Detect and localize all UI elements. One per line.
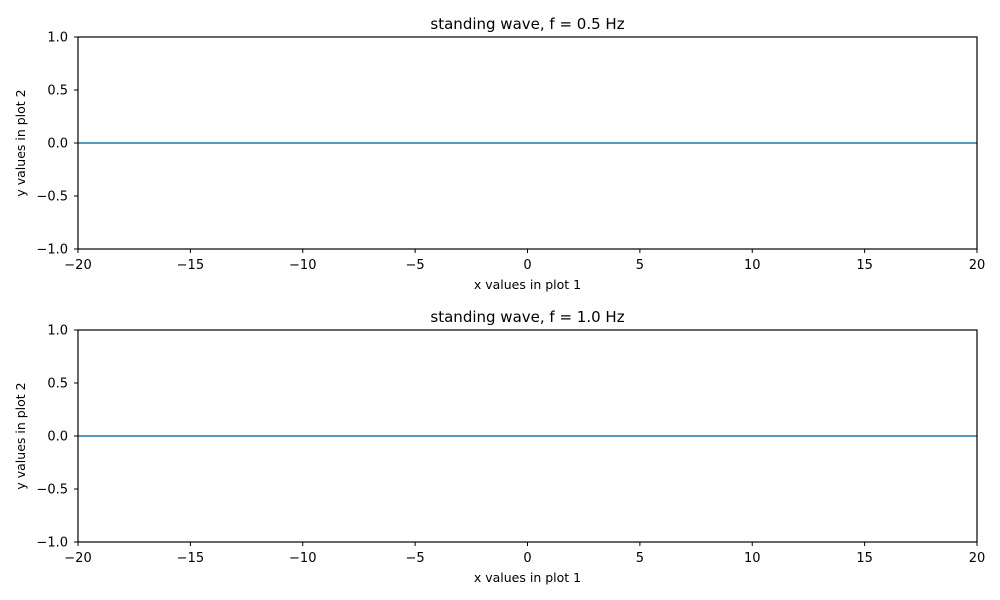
x-tick-label: −20: [64, 258, 91, 273]
y-tick-label: −1.0: [36, 536, 68, 551]
y-tick-label: 0.0: [47, 137, 68, 152]
y-tick-label: 0.5: [47, 377, 68, 392]
x-tick-label: −15: [177, 551, 204, 566]
x-tick-label: 15: [856, 258, 873, 273]
x-tick-label: −20: [64, 551, 91, 566]
x-tick-label: −10: [289, 551, 316, 566]
x-tick-label: 15: [856, 551, 873, 566]
x-tick-label: 0: [523, 258, 531, 273]
chart-title: standing wave, f = 1.0 Hz: [430, 308, 624, 326]
x-tick-label: 10: [744, 258, 761, 273]
x-axis-label: x values in plot 1: [474, 277, 581, 292]
x-tick-label: 20: [969, 551, 986, 566]
x-tick-label: 5: [636, 551, 644, 566]
x-tick-label: 10: [744, 551, 761, 566]
y-tick-label: 0.5: [47, 84, 68, 99]
x-tick-label: 20: [969, 258, 986, 273]
y-tick-label: 0.0: [47, 430, 68, 445]
y-tick-label: −0.5: [36, 483, 68, 498]
y-axis-label: y values in plot 2: [13, 382, 28, 489]
y-axis-label: y values in plot 2: [13, 89, 28, 196]
x-axis-label: x values in plot 1: [474, 570, 581, 585]
x-tick-label: −5: [406, 258, 425, 273]
y-tick-label: −1.0: [36, 243, 68, 258]
subplot-2: standing wave, f = 1.0 Hz −20 −15 −10 −5 0 5 10…: [13, 308, 985, 585]
y-tick-label: 1.0: [47, 324, 68, 339]
y-tick-label: −0.5: [36, 190, 68, 205]
x-tick-label: −10: [289, 258, 316, 273]
subplot-1: standing wave, f = 0.5 Hz −20 −15 −10 −5 0 5 10…: [13, 15, 985, 292]
x-tick-label: 5: [636, 258, 644, 273]
x-tick-label: −15: [177, 258, 204, 273]
y-tick-label: 1.0: [47, 31, 68, 46]
x-tick-label: 0: [523, 551, 531, 566]
x-tick-label: −5: [406, 551, 425, 566]
chart-title: standing wave, f = 0.5 Hz: [430, 15, 624, 33]
